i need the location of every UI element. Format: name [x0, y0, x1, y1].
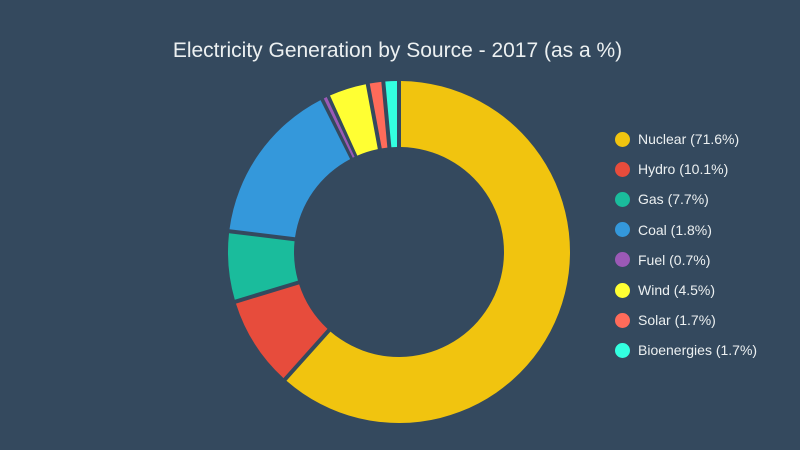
donut-slice-gas[interactable]	[228, 233, 298, 300]
chart-title: Electricity Generation by Source - 2017 …	[172, 39, 623, 62]
donut-slice-bioenergies[interactable]	[385, 81, 398, 148]
legend-label-gas: Gas (7.7%)	[638, 191, 709, 208]
legend-swatch-wind	[615, 282, 630, 298]
donut-slice-solar[interactable]	[369, 81, 388, 149]
donut-slice-hydro[interactable]	[235, 284, 328, 379]
legend-swatch-gas	[615, 191, 630, 207]
legend-label-fuel: Fuel (0.7%)	[638, 251, 711, 268]
legend-swatch-nuclear	[615, 131, 630, 147]
legend-item-nuclear[interactable]: Nuclear (71.6%)	[615, 124, 757, 154]
legend-label-wind: Wind (4.5%)	[638, 282, 716, 299]
donut-slice-fuel[interactable]	[323, 97, 355, 158]
legend: Nuclear (71.6%) Hydro (10.1%) Gas (7.7%) Co…	[615, 124, 757, 366]
donut-slice-coal[interactable]	[229, 100, 351, 238]
legend-label-hydro: Hydro (10.1%)	[638, 161, 729, 178]
legend-label-solar: Solar (1.7%)	[638, 312, 716, 329]
legend-swatch-bioenergies	[615, 342, 630, 358]
legend-item-wind[interactable]: Wind (4.5%)	[615, 275, 757, 305]
legend-item-hydro[interactable]: Hydro (10.1%)	[615, 154, 757, 184]
donut-slice-wind[interactable]	[329, 84, 378, 156]
legend-item-coal[interactable]: Coal (1.8%)	[615, 215, 757, 245]
legend-item-gas[interactable]: Gas (7.7%)	[615, 184, 757, 214]
legend-label-bioenergies: Bioenergies (1.7%)	[638, 342, 758, 359]
legend-swatch-hydro	[615, 161, 630, 177]
legend-item-solar[interactable]: Solar (1.7%)	[615, 305, 757, 335]
legend-item-bioenergies[interactable]: Bioenergies (1.7%)	[615, 335, 757, 365]
donut-slice-nuclear[interactable]	[286, 81, 570, 424]
legend-label-coal: Coal (1.8%)	[638, 221, 712, 238]
legend-item-fuel[interactable]: Fuel (0.7%)	[615, 245, 757, 275]
legend-swatch-coal	[615, 222, 630, 238]
legend-swatch-fuel	[615, 252, 630, 268]
legend-label-nuclear: Nuclear (71.6%)	[638, 131, 740, 148]
legend-swatch-solar	[615, 312, 630, 328]
